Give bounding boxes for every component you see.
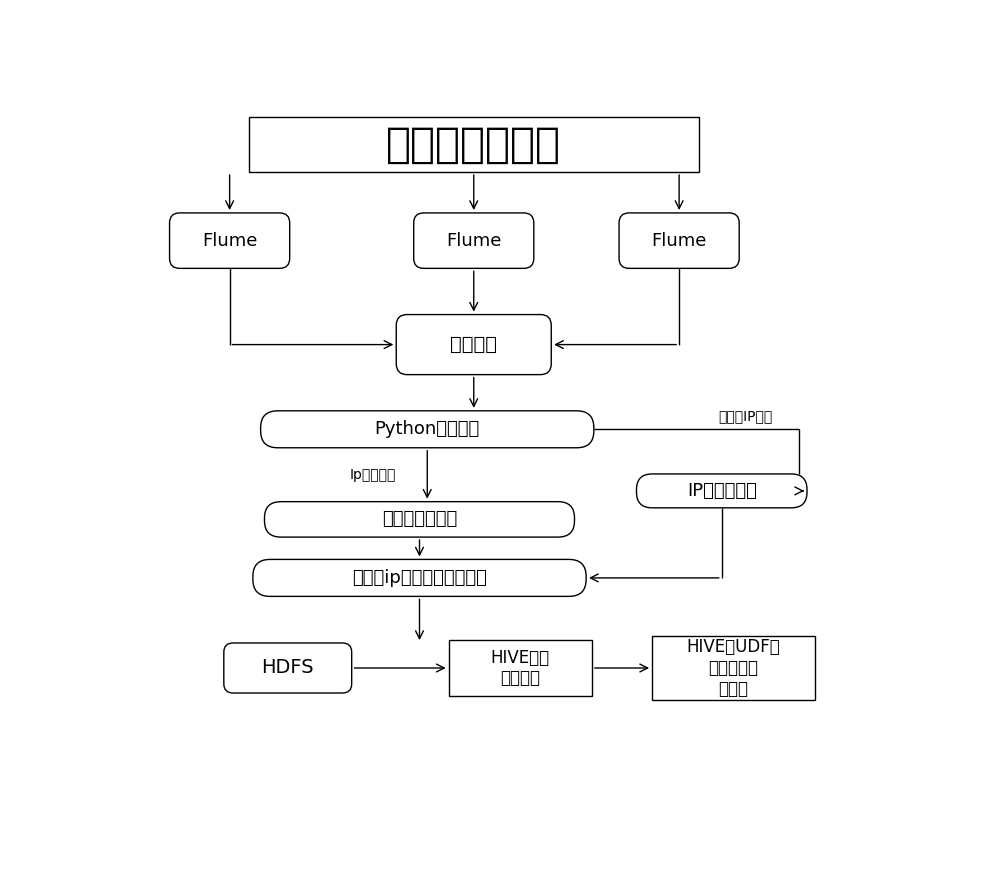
- Text: Flume: Flume: [446, 231, 501, 250]
- Text: Python清洗合并: Python清洗合并: [375, 420, 480, 438]
- FancyBboxPatch shape: [637, 474, 807, 508]
- FancyBboxPatch shape: [396, 314, 551, 375]
- Text: 有效的IP地址: 有效的IP地址: [718, 409, 772, 423]
- Bar: [249, 117, 698, 172]
- Text: HIVE的UDF数
据提取并分
析处理: HIVE的UDF数 据提取并分 析处理: [686, 639, 780, 698]
- Text: Ip地址无效: Ip地址无效: [350, 468, 396, 482]
- Text: Flume: Flume: [651, 231, 707, 250]
- Bar: [449, 640, 592, 696]
- Text: 大文件池: 大文件池: [450, 336, 497, 354]
- FancyBboxPatch shape: [224, 643, 352, 693]
- FancyBboxPatch shape: [414, 213, 534, 268]
- Text: 海量的小的文件: 海量的小的文件: [386, 124, 561, 166]
- FancyBboxPatch shape: [619, 213, 739, 268]
- FancyBboxPatch shape: [261, 411, 594, 448]
- Text: 过滤检查并删除: 过滤检查并删除: [382, 511, 457, 528]
- Bar: [652, 637, 815, 700]
- FancyBboxPatch shape: [170, 213, 290, 268]
- FancyBboxPatch shape: [253, 560, 586, 597]
- Text: IP定位的匹配: IP定位的匹配: [687, 482, 757, 500]
- Text: HIVE压缩
编码处理: HIVE压缩 编码处理: [491, 648, 550, 688]
- Text: Flume: Flume: [202, 231, 257, 250]
- FancyBboxPatch shape: [264, 502, 574, 537]
- Text: HDFS: HDFS: [261, 659, 314, 677]
- Text: 对新的ip地址区域数据合并: 对新的ip地址区域数据合并: [352, 569, 487, 587]
